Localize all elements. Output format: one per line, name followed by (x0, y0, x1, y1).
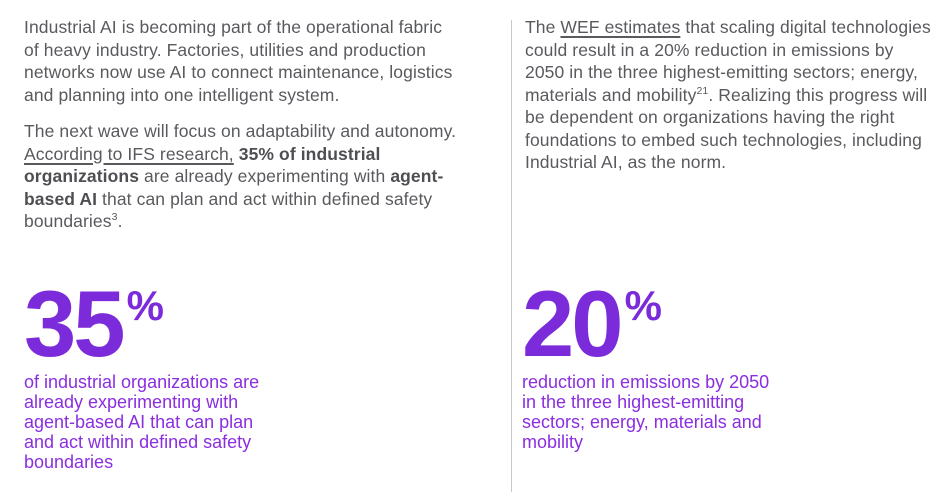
percent-sign: % (126, 282, 164, 329)
next-wave-paragraph: The next wave will focus on adaptability… (24, 120, 460, 233)
paragraph-text: that can plan and act within defined saf… (24, 188, 433, 232)
wef-paragraph: The WEF estimates that scaling digital t… (525, 16, 933, 174)
column-divider (511, 20, 512, 492)
paragraph-text: . (117, 211, 123, 231)
paragraph-text: . Realizing this progress will be depend… (525, 84, 928, 173)
paragraph-text: The next wave will focus on adaptability… (24, 121, 457, 141)
ifs-research-link[interactable]: According to IFS research, (24, 143, 234, 164)
stat-35-caption: of industrial organizations are already … (24, 372, 260, 473)
paragraph-text: The (525, 17, 561, 37)
bold-agent-ai-text: agent-based AI (24, 166, 444, 209)
stat-number-text: 35 (24, 271, 126, 376)
paragraph-text: that scaling digital technologies could … (525, 17, 931, 105)
left-column: Industrial AI is becoming part of the op… (24, 16, 460, 247)
stat-20-value: 20% (522, 271, 792, 376)
stat-35-value: 35% (24, 271, 294, 376)
footnote-marker: 3 (111, 211, 118, 224)
right-column: The WEF estimates that scaling digital t… (525, 16, 933, 188)
paragraph-text: are already experimenting with (139, 166, 391, 186)
stat-20-block: 20% reduction in emissions by 2050 in th… (522, 271, 792, 453)
stat-20-caption: reduction in emissions by 2050 in the th… (522, 372, 770, 453)
bold-stat-text: 35% of industrial organizations (24, 143, 381, 187)
stat-number-text: 20 (522, 271, 624, 376)
wef-estimates-link[interactable]: WEF estimates (560, 17, 681, 37)
percent-sign: % (624, 282, 662, 329)
footnote-marker: 21 (696, 84, 709, 97)
stat-35-block: 35% of industrial organizations are alre… (24, 271, 294, 473)
intro-paragraph: Industrial AI is becoming part of the op… (24, 17, 453, 105)
